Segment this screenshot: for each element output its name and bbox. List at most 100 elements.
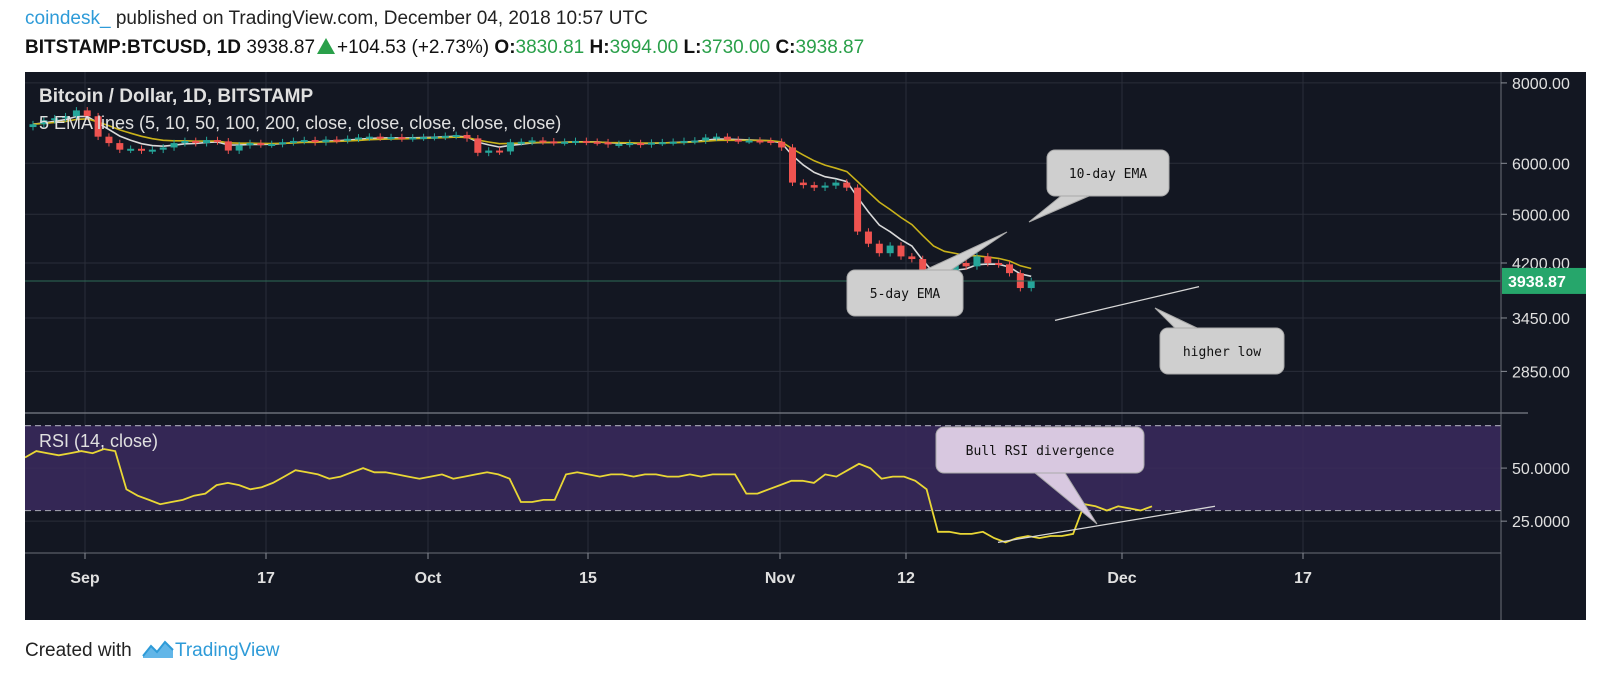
last-price-badge-text: 3938.87	[1508, 274, 1566, 291]
candle-body	[680, 140, 688, 143]
open-value: 3830.81	[515, 37, 585, 58]
candle-body	[246, 143, 254, 146]
publish-info: coindesk_ published on TradingView.com, …	[25, 8, 648, 30]
candle-body	[995, 262, 1003, 265]
candle-body	[203, 140, 211, 144]
candle-body	[441, 135, 449, 138]
candle-body	[213, 140, 221, 143]
candle-body	[474, 138, 482, 153]
candle-body	[235, 145, 243, 151]
candle-body	[376, 136, 384, 139]
annotation-callouts: 10-day EMA 5-day EMA higher low Bull RSI di…	[846, 149, 1285, 525]
time-axis: Sep 17 Oct 15 Nov 12 Dec 17	[70, 553, 1312, 587]
rsi-band-bounds	[25, 425, 1501, 512]
candle-body	[279, 142, 287, 145]
candle-body	[83, 110, 91, 117]
candle-body	[821, 185, 829, 188]
open-label: O:	[494, 37, 516, 58]
high-value: 3994.00	[609, 37, 679, 58]
candle-body	[593, 141, 601, 144]
symbol-label: BITSTAMP:BTCUSD, 1D	[25, 37, 242, 58]
candle-body	[962, 262, 970, 267]
rsi-trendline	[997, 505, 1216, 544]
candle-body	[908, 256, 916, 260]
rsi-axis: 50.0000 25.0000	[1501, 461, 1570, 531]
candle-body	[94, 116, 102, 137]
time-tick-label: 17	[257, 570, 275, 587]
candle-body	[40, 120, 48, 125]
price-trendline	[1054, 285, 1200, 322]
candle-body	[832, 182, 840, 186]
price-tick-label: 5000.00	[1512, 207, 1570, 224]
rsi-band	[25, 425, 1501, 511]
candle-body	[496, 150, 504, 153]
tradingview-logo-icon[interactable]	[141, 638, 175, 660]
candle-body	[561, 141, 569, 144]
higher-low-callout-box	[1159, 327, 1285, 375]
candle-body	[604, 142, 612, 145]
chart-title: Bitcoin / Dollar, 1D, BITSTAMP	[39, 86, 313, 107]
candle-body	[854, 187, 862, 232]
candle-body	[289, 140, 297, 143]
candle-body	[29, 124, 37, 128]
chart-background	[25, 72, 1586, 620]
candle-body	[116, 143, 124, 150]
candle-body	[62, 116, 70, 119]
time-tick-label: Oct	[415, 570, 442, 587]
candle-body	[702, 137, 710, 141]
tradingview-link[interactable]: TradingView	[174, 640, 280, 661]
candle-body	[420, 137, 428, 140]
candle-body	[550, 141, 558, 144]
candle-body	[1006, 264, 1013, 274]
low-value: 3730.00	[701, 37, 771, 58]
candle-body	[572, 140, 579, 143]
candle-body	[127, 148, 135, 151]
price-tick-label: 6000.00	[1512, 156, 1570, 173]
candle-body	[615, 143, 623, 146]
candle-body	[192, 140, 200, 144]
trading-chart[interactable]: 8000.006000.005000.004200.003450.002850.…	[25, 72, 1586, 620]
higher-low-callout-text: higher low	[1183, 345, 1261, 360]
price-tick-label: 3450.00	[1512, 311, 1570, 328]
candle-body	[691, 140, 699, 143]
author-link[interactable]: coindesk_	[25, 8, 111, 29]
ema5-callout-box	[846, 269, 964, 317]
last-price-marker: 3938.87	[25, 267, 1586, 294]
trendlines	[997, 285, 1216, 544]
candle-body	[452, 134, 460, 137]
publish-text: published on TradingView.com, December 0…	[110, 8, 648, 29]
candle-body	[745, 140, 753, 143]
candle-body	[409, 137, 417, 140]
candle-body	[322, 139, 330, 143]
candle-body	[626, 143, 634, 146]
ema-legend: 5 EMA lines (5, 10, 50, 100, 200, close,…	[39, 113, 561, 133]
candle-body	[300, 140, 308, 143]
candle-body	[138, 148, 145, 151]
candle-body	[181, 140, 189, 144]
candle-body	[224, 141, 232, 151]
candle-body	[387, 137, 395, 140]
candle-body	[365, 136, 373, 139]
time-tick-label: 15	[579, 570, 597, 587]
candle-body	[268, 143, 276, 146]
candle-body	[756, 140, 764, 143]
ema10-callout-text: 10-day EMA	[1069, 167, 1147, 182]
candle-body	[658, 142, 666, 145]
candle-body	[669, 141, 677, 144]
candle-body	[344, 138, 352, 141]
candle-body	[778, 141, 786, 148]
candle-body	[864, 231, 872, 244]
candle-body	[637, 143, 645, 146]
candle-body	[430, 136, 438, 139]
time-tick-label: 17	[1294, 570, 1312, 587]
time-tick-label: Dec	[1107, 570, 1136, 587]
price-tick-label: 2850.00	[1512, 364, 1570, 381]
close-label: C:	[775, 37, 796, 58]
candle-body	[148, 149, 156, 152]
candle-body	[734, 139, 742, 142]
candle-body	[506, 142, 514, 152]
candle-body	[517, 141, 525, 144]
candle-body	[799, 182, 807, 186]
ema5-callout-text: 5-day EMA	[870, 287, 941, 302]
candle-body	[886, 245, 894, 254]
